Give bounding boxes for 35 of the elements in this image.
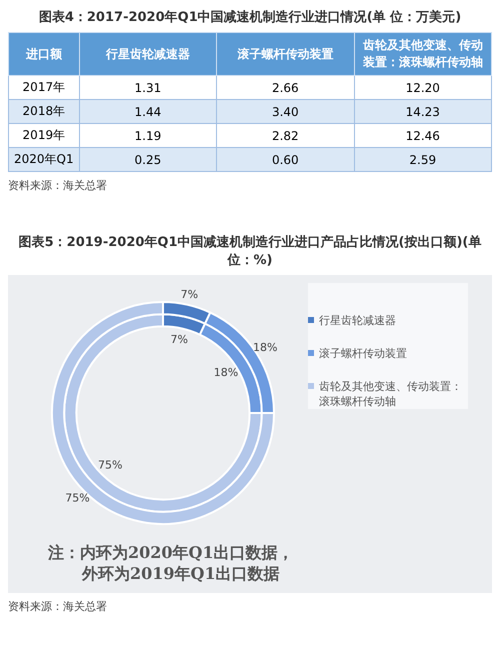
legend-label: 行星齿轮减速器 xyxy=(319,313,396,328)
text: 资料来源：海关总署 xyxy=(8,599,108,614)
data-label: 2.82 xyxy=(216,124,354,148)
legend-label: 滚子螺杆传动装置 xyxy=(319,346,407,361)
data-label: 3.40 xyxy=(216,100,354,124)
text: 外环为2019年Q1出口数据 xyxy=(80,564,281,585)
text: 注：内环为2020年Q1出口数据， xyxy=(47,543,295,564)
data-label: 1.19 xyxy=(79,124,217,148)
category-label: 2019年 xyxy=(8,124,80,148)
data-label: 0.25 xyxy=(79,148,217,172)
data-label: 18% xyxy=(214,366,238,379)
data-label: 12.20 xyxy=(354,76,492,100)
series-label: 行星齿轮减速器 xyxy=(79,32,217,76)
data-label: 12.46 xyxy=(354,124,492,148)
category-label: 2017年 xyxy=(8,76,80,100)
category-label: 2020年Q1 xyxy=(8,148,80,172)
text: 图表4：2017-2020年Q1中国减速机制造行业进口情况(单 位：万美元) xyxy=(38,8,462,26)
series-label: 齿轮及其他变速、传动装置：滚珠螺杆传动轴 xyxy=(354,32,492,76)
data-label: 75% xyxy=(98,458,122,472)
data-label: 14.23 xyxy=(354,100,492,124)
category-label: 2018年 xyxy=(8,100,80,124)
data-label: 1.31 xyxy=(79,76,217,100)
text: 资料来源：海关总署 xyxy=(8,178,108,193)
data-label: 75% xyxy=(65,491,90,504)
legend-label: 齿轮及其他变速、传动装置：滚珠螺杆传动轴 xyxy=(319,379,463,409)
text: 进口额 xyxy=(8,32,80,76)
data-label: 1.44 xyxy=(79,100,217,124)
data-label: 7% xyxy=(180,288,198,301)
data-label: 0.60 xyxy=(216,148,354,172)
data-label: 7% xyxy=(170,333,188,346)
data-label: 2.66 xyxy=(216,76,354,100)
series-label: 滚子螺杆传动装置 xyxy=(216,32,354,76)
data-label: 18% xyxy=(252,341,278,354)
chart-title: 图表5：2019-2020年Q1中国减速机制造行业进口产品占比情况(按出口额)(单位：%) xyxy=(18,234,482,269)
data-label: 2.59 xyxy=(354,148,492,172)
